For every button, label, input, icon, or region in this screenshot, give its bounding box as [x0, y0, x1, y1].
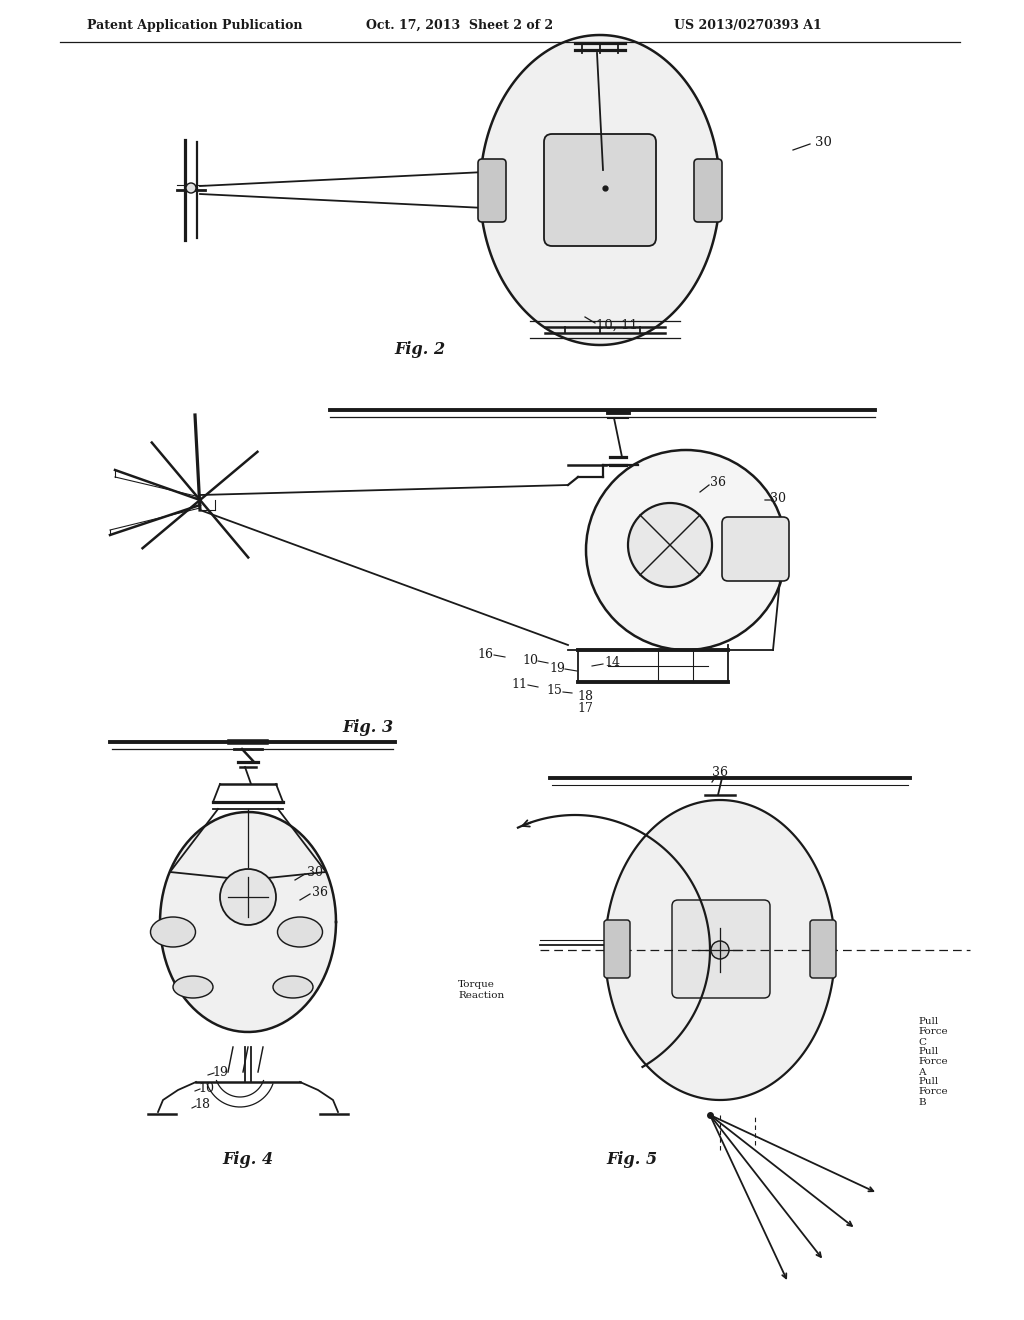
Circle shape: [711, 941, 729, 960]
Text: 10: 10: [522, 653, 538, 667]
Text: 30: 30: [814, 136, 831, 149]
Text: 36: 36: [712, 766, 728, 779]
Ellipse shape: [278, 917, 323, 946]
Text: 17: 17: [578, 701, 593, 714]
Text: 30: 30: [770, 491, 786, 504]
Text: 10: 10: [198, 1081, 214, 1094]
Text: 18: 18: [577, 689, 593, 702]
Text: Patent Application Publication: Patent Application Publication: [87, 18, 303, 32]
Ellipse shape: [586, 450, 786, 649]
Polygon shape: [480, 36, 720, 345]
FancyBboxPatch shape: [694, 158, 722, 222]
Text: Fig. 5: Fig. 5: [606, 1151, 657, 1168]
Text: 19: 19: [549, 661, 565, 675]
Text: Fig. 3: Fig. 3: [342, 719, 393, 737]
Polygon shape: [605, 800, 835, 1100]
FancyBboxPatch shape: [478, 158, 506, 222]
FancyBboxPatch shape: [672, 900, 770, 998]
Text: 16: 16: [477, 648, 493, 660]
Text: 15: 15: [546, 685, 562, 697]
Text: 11: 11: [511, 677, 527, 690]
Text: 36: 36: [312, 886, 328, 899]
Text: Fig. 2: Fig. 2: [394, 342, 445, 359]
Ellipse shape: [273, 975, 313, 998]
Text: Fig. 4: Fig. 4: [222, 1151, 273, 1168]
FancyBboxPatch shape: [810, 920, 836, 978]
Text: 18: 18: [194, 1098, 210, 1111]
Text: US 2013/0270393 A1: US 2013/0270393 A1: [674, 18, 822, 32]
FancyBboxPatch shape: [722, 517, 790, 581]
FancyBboxPatch shape: [544, 135, 656, 246]
Text: Pull
Force
B: Pull Force B: [918, 1077, 947, 1107]
Text: Pull
Force
C: Pull Force C: [918, 1018, 947, 1047]
Polygon shape: [160, 812, 336, 1032]
Text: Pull
Force
A: Pull Force A: [918, 1047, 947, 1077]
Text: 36: 36: [710, 475, 726, 488]
Circle shape: [220, 869, 276, 925]
Text: 30: 30: [307, 866, 323, 879]
Text: Torque
Reaction: Torque Reaction: [458, 981, 504, 999]
Text: 10, 11: 10, 11: [596, 318, 638, 331]
Circle shape: [628, 503, 712, 587]
Text: 19: 19: [212, 1065, 228, 1078]
Circle shape: [186, 183, 196, 193]
Text: 14: 14: [604, 656, 620, 669]
Ellipse shape: [151, 917, 196, 946]
FancyBboxPatch shape: [604, 920, 630, 978]
Text: Oct. 17, 2013  Sheet 2 of 2: Oct. 17, 2013 Sheet 2 of 2: [367, 18, 554, 32]
Ellipse shape: [173, 975, 213, 998]
